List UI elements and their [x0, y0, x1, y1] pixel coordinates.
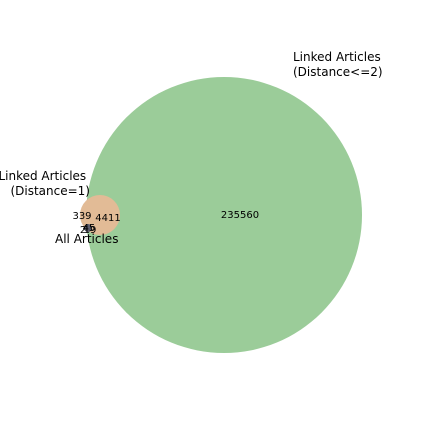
region-value-all-only: 19	[84, 225, 97, 236]
set-label-all-articles: All Articles	[55, 232, 118, 246]
set-label-distance-2-line1: Linked Articles	[293, 50, 381, 64]
circle-all-articles	[84, 224, 92, 232]
circle-distance-2	[86, 77, 362, 353]
set-label-distance-1-line1: Linked Articles	[0, 169, 86, 183]
set-label-distance-2: Linked Articles (Distance<=2)	[293, 50, 385, 79]
set-label-distance-2-line2: (Distance<=2)	[293, 65, 383, 79]
region-value-distance-2-only: 235560	[221, 210, 259, 221]
set-label-distance-1: Linked Articles (Distance=1)	[0, 169, 90, 198]
region-value-all-and-distance-1: 2	[80, 225, 86, 236]
set-label-distance-1-line2: (Distance=1)	[10, 184, 90, 198]
region-value-all-in-all-sets: 45	[83, 223, 96, 234]
region-value-distance-1-only: 339	[72, 211, 91, 222]
region-value-distance-1-and-2: 4411	[95, 213, 120, 224]
